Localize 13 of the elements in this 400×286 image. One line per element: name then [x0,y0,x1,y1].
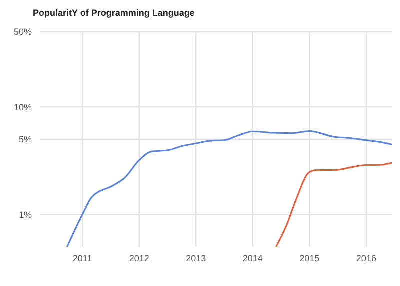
x-tick-label: 2014 [242,253,263,264]
y-tick-label: 50% [14,27,32,38]
x-tick-label: 2016 [356,253,376,264]
x-tick-label: 2011 [72,253,92,264]
line-series [275,162,392,247]
x-tick-label: 2012 [129,253,150,264]
x-tick-label: 2013 [186,253,206,264]
line-series [66,130,392,247]
x-tick-label: 2015 [300,253,320,264]
y-tick-label: 1% [18,210,32,220]
y-tick-label: 5% [18,134,32,145]
y-tick-label: 10% [14,102,32,112]
chart-title: PopularitY of Programming Language [33,8,196,18]
